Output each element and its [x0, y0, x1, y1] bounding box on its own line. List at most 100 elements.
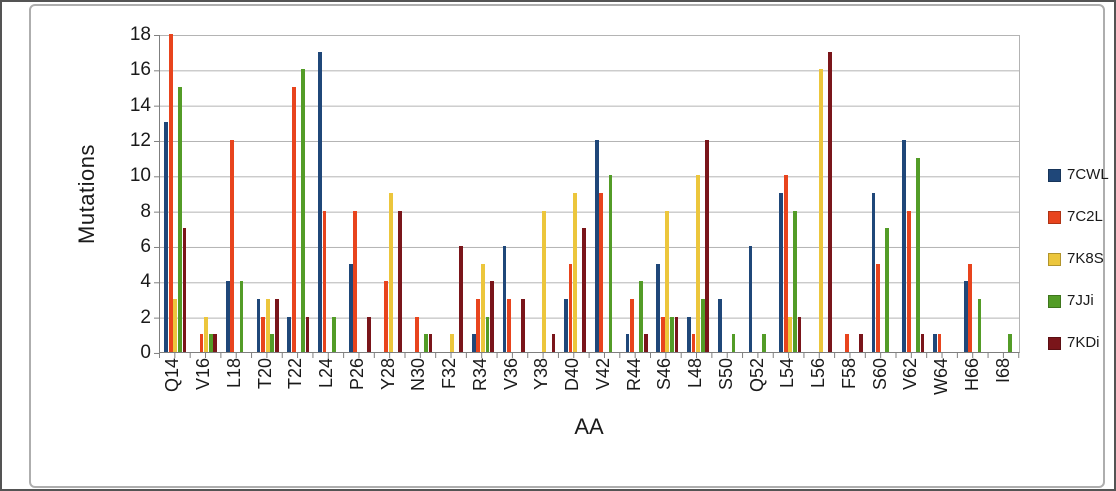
x-category-label: S46	[654, 358, 675, 391]
category-bar-group	[714, 35, 745, 352]
bar-7KDi-Y28	[397, 210, 402, 352]
x-category-label: L24	[316, 358, 337, 389]
y-tick-label: 10	[129, 165, 151, 187]
bar-7K8S-Y38	[542, 210, 547, 352]
bar-7CWL-L24	[318, 51, 322, 352]
bar-7KDi-N30	[428, 334, 433, 352]
x-category-label: F32	[439, 358, 460, 390]
bar-7C2L-W64	[937, 334, 942, 352]
x-category-label: V62	[900, 358, 921, 391]
x-category-label: L54	[777, 358, 798, 389]
x-category-label: L56	[808, 358, 829, 389]
legend-label: 7CWL	[1067, 166, 1109, 183]
x-axis-ticks	[159, 353, 1020, 358]
bar-7C2L-S46	[660, 316, 665, 352]
x-category-label: P26	[346, 358, 367, 391]
legend-color-swatch	[1048, 252, 1061, 266]
legend-item-7CWL: 7CWL	[1048, 166, 1109, 183]
bar-7JJi-L24	[331, 316, 336, 352]
bar-7C2L-S60	[876, 263, 880, 352]
bar-7K8S-F32	[450, 334, 455, 352]
category-bar-group	[683, 35, 714, 352]
legend-item-7KDi: 7KDi	[1048, 334, 1109, 351]
legend-label: 7KDi	[1067, 334, 1100, 351]
bar-7KDi-P26	[367, 316, 371, 352]
x-category-label: L48	[685, 358, 706, 389]
x-category-label: R44	[623, 358, 644, 392]
x-category-label: V42	[592, 358, 613, 391]
category-bar-group	[406, 35, 437, 352]
bar-7KDi-F32	[459, 246, 464, 352]
x-category-label: V36	[500, 358, 521, 391]
bar-7KDi-Y38	[551, 334, 556, 352]
x-category-label: R34	[469, 358, 490, 392]
bar-7CWL-W64	[933, 334, 937, 352]
legend-label: 7JJi	[1067, 292, 1094, 309]
x-category-label: T20	[254, 358, 275, 390]
bar-7CWL-V42	[594, 140, 599, 352]
bar-7KDi-T22	[305, 316, 310, 352]
bar-7CWL-S50	[717, 299, 722, 352]
bar-7C2L-L24	[322, 210, 327, 352]
bar-7KDi-F58	[859, 334, 863, 352]
bar-7C2L-V62	[906, 210, 911, 352]
bar-7C2L-Q14	[168, 34, 173, 352]
bar-7KDi-R34	[490, 281, 494, 352]
bar-7KDi-L54	[797, 316, 802, 352]
x-category-label: W64	[931, 358, 952, 396]
legend-item-7C2L: 7C2L	[1048, 209, 1109, 224]
bar-7JJi-Q52	[762, 334, 767, 352]
chart-container: Mutations AA 18 16 14 12 10 8 6 4 2 0 Q14 V16 L18 T2…	[29, 4, 1109, 488]
bar-7K8S-V16	[204, 316, 209, 352]
category-bar-group	[652, 35, 683, 352]
bar-7CWL-L48	[687, 316, 691, 352]
category-bar-group	[867, 35, 898, 352]
bar-7C2L-L18	[230, 140, 235, 352]
bar-7C2L-T20	[261, 316, 265, 352]
x-axis-title: AA	[574, 414, 604, 439]
x-category-label: L18	[223, 358, 244, 389]
bar-7K8S-D40	[573, 193, 578, 352]
x-category-label: S60	[869, 358, 890, 391]
legend-color-swatch	[1048, 210, 1061, 224]
category-bar-group	[252, 35, 283, 352]
bar-7CWL-R34	[471, 334, 476, 352]
bar-7CWL-Q52	[748, 246, 753, 352]
bar-7K8S-Q14	[173, 299, 178, 352]
category-bar-group	[960, 35, 991, 352]
y-tick-label: 12	[129, 130, 151, 151]
plot-area	[159, 34, 1020, 353]
x-category-label: Y28	[377, 358, 398, 391]
x-category-label: F58	[838, 358, 859, 390]
y-tick-label: 0	[140, 342, 151, 363]
bar-7KDi-D40	[582, 228, 587, 352]
bar-7CWL-S60	[871, 193, 876, 352]
legend-item-7JJi: 7JJi	[1048, 292, 1109, 309]
y-tick-label: 6	[140, 236, 151, 257]
bar-7C2L-L54	[783, 175, 788, 352]
bar-7C2L-N30	[414, 316, 419, 352]
bar-7JJi-L48	[700, 299, 705, 352]
bar-7K8S-S46	[665, 210, 670, 352]
bar-7CWL-V62	[902, 140, 907, 352]
bar-7JJi-N30	[424, 334, 428, 352]
bar-7KDi-L48	[705, 140, 710, 352]
legend-item-7K8S: 7K8S	[1048, 251, 1109, 266]
legend-color-swatch	[1048, 336, 1061, 350]
bar-7K8S-L56	[819, 69, 824, 352]
y-tick-label: 18	[129, 24, 151, 45]
y-tick-label: 2	[140, 306, 151, 328]
y-tick-label: 8	[140, 200, 151, 222]
bar-7JJi-L54	[793, 210, 797, 352]
x-category-label: D40	[562, 358, 583, 392]
bar-7CWL-D40	[564, 299, 568, 352]
bar-7K8S-Y28	[388, 193, 393, 352]
bar-7K8S-L48	[696, 175, 701, 352]
bar-7C2L-V36	[507, 299, 511, 352]
chart-legend: 7CWL 7C2L 7K8S 7JJi 7KDi	[1048, 166, 1109, 378]
bar-7KDi-V16	[213, 334, 218, 352]
x-category-label: T22	[285, 358, 306, 390]
bar-7CWL-T20	[256, 299, 261, 352]
category-bar-group	[345, 35, 376, 352]
x-category-label: H66	[961, 358, 982, 392]
